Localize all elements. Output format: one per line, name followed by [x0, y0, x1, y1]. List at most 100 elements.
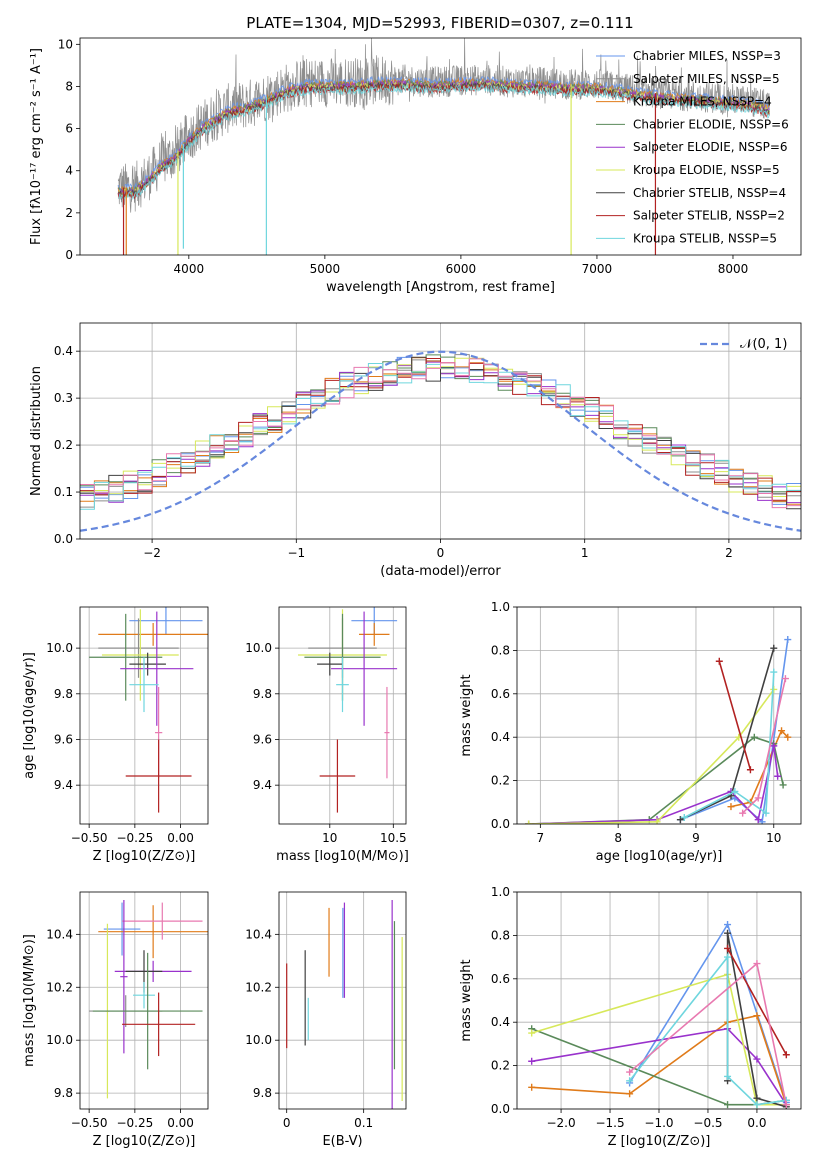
legend-label: Kroupa MILES, NSSP=4: [633, 95, 772, 109]
plot-frame: [516, 606, 802, 825]
weight-point-marker: [727, 803, 735, 811]
y-tick-label: 0.1: [54, 485, 73, 499]
y-tick-label: 8: [65, 79, 73, 93]
y-tick-label: 10.0: [46, 641, 73, 655]
model-spectrum-line: [117, 81, 770, 198]
x-tick-label: −0.25: [116, 831, 153, 845]
weight-point-marker: [525, 820, 533, 824]
legend-label: Chabrier STELIB, NSSP=4: [633, 186, 786, 200]
weight-point-marker: [753, 1101, 761, 1109]
weight-point-marker: [782, 1051, 790, 1059]
y-tick-label: 4: [65, 164, 73, 178]
x-tick-label: 10: [766, 831, 781, 845]
x-axis-label: wavelength [Angstrom, rest frame]: [326, 280, 555, 295]
y-tick-label: 0.6: [491, 687, 510, 701]
weight-point-marker: [753, 1055, 761, 1063]
y-tick-label: 0.2: [54, 438, 73, 452]
weight-point-marker: [731, 787, 739, 795]
y-tick-label: 1.0: [491, 885, 510, 899]
weight-point-marker: [750, 733, 758, 741]
y-axis-label: Normed distribution: [29, 366, 44, 496]
plot-frame: [79, 37, 802, 256]
weight-point-marker: [782, 1101, 790, 1109]
legend-label: Salpeter ELODIE, NSSP=6: [633, 140, 788, 154]
x-tick-label: 9: [692, 831, 700, 845]
plot-frame: [79, 606, 209, 825]
y-tick-label: 9.4: [54, 778, 73, 792]
y-tick-label: 10.4: [46, 927, 73, 941]
x-tick-label: −0.50: [71, 831, 108, 845]
y-axis-label: mass weight: [459, 959, 474, 1041]
x-tick-label: 8000: [718, 262, 749, 276]
weight-point-marker: [528, 1057, 536, 1065]
y-tick-label: 10.0: [245, 641, 272, 655]
y-tick-label: 0.8: [491, 928, 510, 942]
weight-series-line: [531, 1027, 787, 1106]
weight-series-line: [531, 973, 787, 1106]
plot-frame: [516, 891, 802, 1110]
weight-point-marker: [770, 644, 778, 652]
x-axis-label: age [log10(age/yr)]: [596, 849, 723, 864]
weight-point-marker: [676, 816, 684, 824]
weight-point-marker: [626, 1090, 634, 1098]
y-axis-label: Flux [fλ10⁻¹⁷ erg cm⁻² s⁻¹ A⁻¹]: [29, 48, 44, 245]
x-tick-label: 4000: [174, 262, 205, 276]
weight-point-marker: [778, 727, 786, 735]
x-tick-label: 2: [725, 546, 733, 560]
x-tick-label: −0.5: [693, 1116, 722, 1130]
legend-label: Kroupa STELIB, NSSP=5: [633, 231, 777, 245]
y-tick-label: 9.8: [54, 1086, 73, 1100]
weight-point-marker: [680, 813, 688, 821]
legend-label: Salpeter STELIB, NSSP=2: [633, 209, 785, 223]
errorbar-group: [89, 899, 208, 1099]
y-tick-label: 9.8: [54, 687, 73, 701]
weight-point-marker: [724, 929, 732, 937]
weight-point-marker: [758, 818, 766, 824]
y-tick-label: 6: [65, 122, 73, 136]
histogram-step-line: [80, 358, 801, 509]
weight-point-marker: [724, 1072, 732, 1080]
x-axis-label: Z [log10(Z/Z⊙)]: [93, 1134, 196, 1149]
weight-vs-metallicity-panel: −2.0 −1.5 −1.0 −0.5 0.0 0.0 0.2 0.4 0.6 0.8 1.0 Z […: [459, 885, 802, 1149]
age-vs-mass-panel: 10 10.5 9.4 9.6 9.8 10.0 mass [log10(M/M⊙)]: [245, 606, 409, 864]
y-tick-label: 1.0: [491, 600, 510, 614]
histogram-step-line: [80, 354, 801, 493]
plot-frame: [79, 322, 802, 540]
weight-lines: [525, 636, 792, 824]
weight-point-marker: [762, 809, 770, 817]
weight-vs-age-panel: 7 8 9 10 0.0 0.2 0.4 0.6 0.8 1.0 age [log10(age/yr…: [459, 600, 802, 864]
plot-frame: [278, 891, 407, 1110]
weight-point-marker: [754, 794, 762, 802]
x-tick-label: 0.1: [354, 1116, 373, 1130]
x-tick-label: 10: [322, 831, 337, 845]
y-tick-label: 0.3: [54, 391, 73, 405]
weight-point-marker: [724, 944, 732, 952]
spectrum-lines: [117, 38, 770, 255]
x-tick-label: −1: [287, 546, 305, 560]
observed-spectrum-line: [117, 38, 770, 213]
x-tick-label: 7000: [582, 262, 613, 276]
y-tick-label: 9.8: [253, 1086, 272, 1100]
x-axis-label: (data-model)/error: [380, 564, 501, 579]
weight-point-marker: [528, 1083, 536, 1091]
weight-series-line: [528, 745, 779, 824]
age-vs-metallicity-panel: −0.50 −0.25 0.00 9.4 9.6 9.8 10.0 Z [log10(Z/Z⊙…: [22, 606, 209, 864]
plot-frame: [79, 891, 209, 1110]
weight-point-marker: [715, 657, 723, 665]
histogram-series: [80, 350, 801, 532]
y-tick-label: 0.2: [491, 774, 510, 788]
y-axis-label: age [log10(age/yr)]: [22, 652, 37, 779]
y-tick-label: 10.2: [46, 980, 73, 994]
weight-series-line: [683, 672, 775, 819]
weight-point-marker: [653, 818, 661, 824]
y-axis-label: mass weight: [459, 674, 474, 756]
weight-point-marker: [753, 1012, 761, 1020]
y-tick-label: 10.0: [46, 1033, 73, 1047]
x-tick-label: 1: [581, 546, 589, 560]
x-tick-label: −0.50: [71, 1116, 108, 1130]
weight-point-marker: [746, 766, 754, 774]
x-tick-label: −1.0: [644, 1116, 673, 1130]
weight-point-marker: [753, 960, 761, 968]
figure-title: PLATE=1304, MJD=52993, FIBERID=0307, z=0…: [246, 14, 633, 32]
